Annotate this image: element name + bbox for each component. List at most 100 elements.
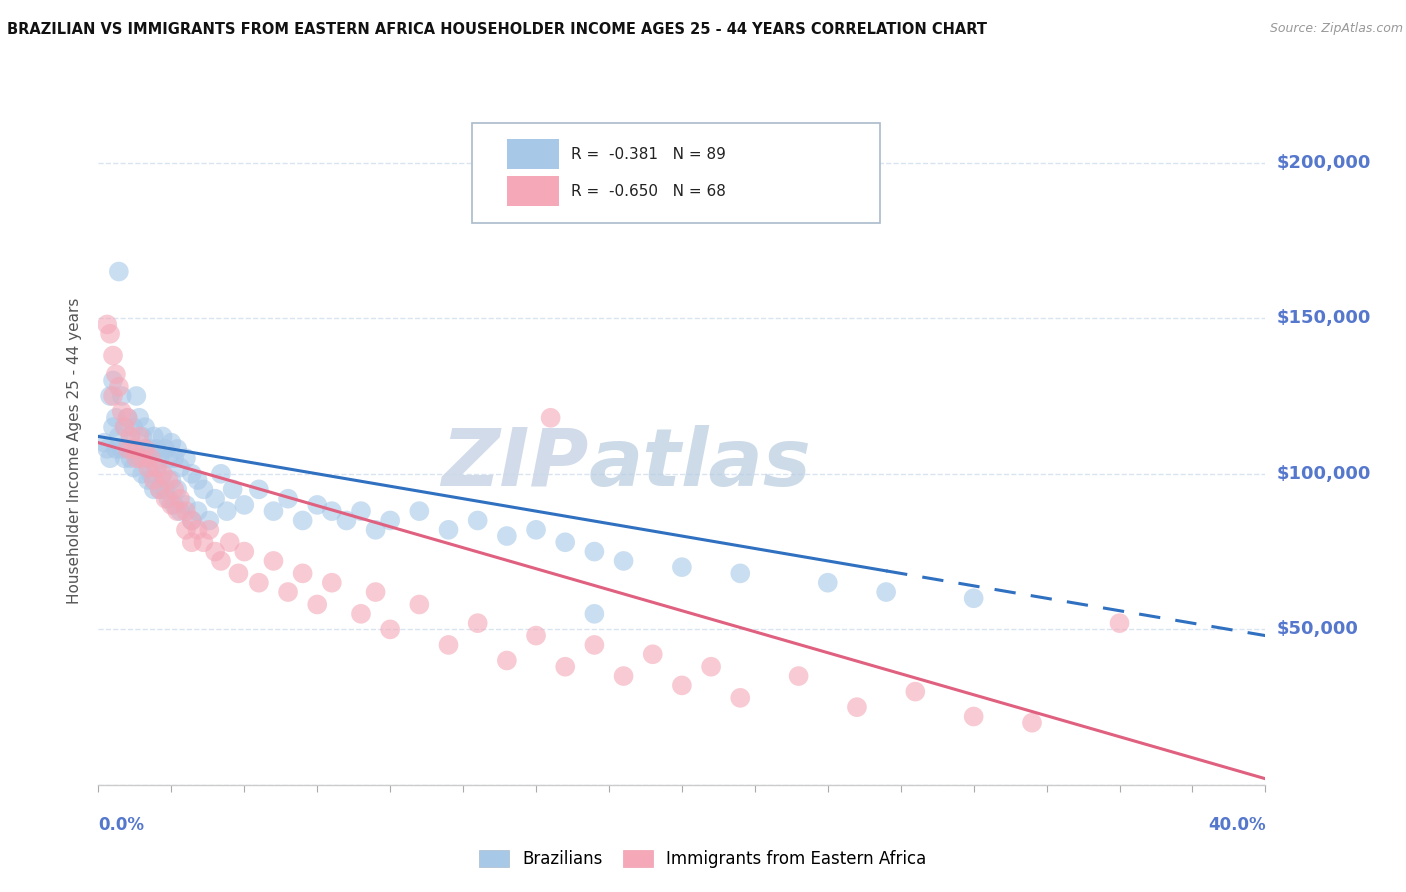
Point bbox=[155, 442, 177, 456]
Point bbox=[166, 483, 188, 497]
Point bbox=[98, 389, 121, 403]
Text: atlas: atlas bbox=[589, 425, 811, 503]
Point bbox=[131, 467, 153, 481]
Point bbox=[612, 554, 634, 568]
Point bbox=[495, 653, 517, 667]
Point bbox=[180, 467, 202, 481]
Point bbox=[114, 420, 136, 434]
Point bbox=[125, 442, 148, 456]
Text: $50,000: $50,000 bbox=[1277, 620, 1358, 639]
Point bbox=[104, 442, 127, 456]
Point bbox=[174, 498, 197, 512]
Point bbox=[146, 460, 169, 475]
Point bbox=[467, 616, 489, 631]
Point bbox=[117, 442, 139, 456]
Point bbox=[136, 473, 159, 487]
Point bbox=[101, 349, 124, 363]
Point bbox=[700, 659, 723, 673]
Point bbox=[155, 491, 177, 506]
Point bbox=[233, 498, 256, 512]
Point bbox=[307, 498, 329, 512]
Point bbox=[187, 504, 209, 518]
Point bbox=[108, 264, 131, 278]
Point bbox=[180, 513, 202, 527]
Point bbox=[108, 429, 131, 443]
Point bbox=[364, 523, 387, 537]
Point bbox=[108, 379, 131, 393]
Y-axis label: Householder Income Ages 25 - 44 years: Householder Income Ages 25 - 44 years bbox=[67, 297, 83, 604]
Point bbox=[671, 678, 693, 692]
Point bbox=[187, 473, 209, 487]
Point bbox=[524, 629, 547, 643]
Text: $200,000: $200,000 bbox=[1277, 153, 1371, 171]
Point bbox=[169, 460, 191, 475]
Point bbox=[215, 504, 238, 518]
Point bbox=[218, 535, 240, 549]
Point bbox=[583, 607, 606, 621]
Point bbox=[163, 483, 186, 497]
Point bbox=[962, 709, 984, 723]
Point bbox=[152, 429, 174, 443]
Point bbox=[277, 491, 299, 506]
Point bbox=[467, 513, 489, 527]
Text: BRAZILIAN VS IMMIGRANTS FROM EASTERN AFRICA HOUSEHOLDER INCOME AGES 25 - 44 YEAR: BRAZILIAN VS IMMIGRANTS FROM EASTERN AFR… bbox=[7, 22, 987, 37]
Point bbox=[149, 483, 172, 497]
Bar bbox=[508, 139, 560, 169]
Point bbox=[163, 451, 186, 466]
Point bbox=[111, 442, 134, 456]
Point bbox=[128, 410, 150, 425]
Point bbox=[125, 451, 148, 466]
Point bbox=[131, 429, 153, 443]
Point bbox=[125, 389, 148, 403]
Text: ZIP: ZIP bbox=[441, 425, 589, 503]
Point bbox=[111, 389, 134, 403]
Point bbox=[204, 491, 226, 506]
Point bbox=[247, 483, 270, 497]
Point bbox=[247, 575, 270, 590]
Point bbox=[321, 504, 343, 518]
Point bbox=[583, 638, 606, 652]
Point bbox=[101, 420, 124, 434]
Point bbox=[262, 504, 284, 518]
Point bbox=[93, 435, 115, 450]
FancyBboxPatch shape bbox=[472, 123, 880, 223]
Point bbox=[160, 498, 183, 512]
Point bbox=[437, 638, 460, 652]
Point bbox=[307, 598, 329, 612]
Point bbox=[174, 504, 197, 518]
Point bbox=[101, 389, 124, 403]
Point bbox=[554, 659, 576, 673]
Point bbox=[134, 442, 156, 456]
Point bbox=[437, 523, 460, 537]
Point bbox=[335, 513, 357, 527]
Point bbox=[131, 451, 153, 466]
Point bbox=[583, 544, 606, 558]
Point bbox=[904, 684, 927, 698]
Point bbox=[139, 442, 162, 456]
Point bbox=[136, 460, 159, 475]
Point bbox=[277, 585, 299, 599]
Point bbox=[641, 647, 664, 661]
Point bbox=[128, 451, 150, 466]
Point bbox=[163, 498, 186, 512]
Text: 40.0%: 40.0% bbox=[1208, 816, 1265, 834]
Point bbox=[157, 491, 180, 506]
Point bbox=[142, 429, 165, 443]
Point bbox=[408, 504, 430, 518]
Text: $150,000: $150,000 bbox=[1277, 310, 1371, 327]
Point bbox=[524, 523, 547, 537]
Point bbox=[96, 318, 118, 332]
Point bbox=[122, 420, 145, 434]
Point bbox=[142, 473, 165, 487]
Point bbox=[180, 535, 202, 549]
Point bbox=[104, 410, 127, 425]
Point bbox=[98, 326, 121, 341]
Legend: Brazilians, Immigrants from Eastern Africa: Brazilians, Immigrants from Eastern Afri… bbox=[472, 843, 934, 875]
Point bbox=[198, 523, 221, 537]
Point bbox=[378, 513, 402, 527]
Point bbox=[134, 420, 156, 434]
Point bbox=[321, 575, 343, 590]
Point bbox=[364, 585, 387, 599]
Point bbox=[98, 451, 121, 466]
Point bbox=[122, 460, 145, 475]
